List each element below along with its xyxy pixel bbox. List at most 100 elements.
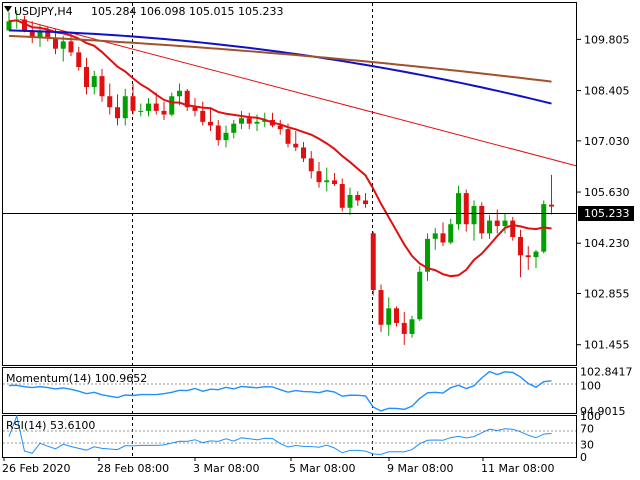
candle-body bbox=[533, 251, 539, 258]
momentum-tick-label: 94.9015 bbox=[580, 405, 626, 418]
candle-body bbox=[254, 121, 260, 124]
rsi-tick-label: 70 bbox=[580, 422, 594, 435]
candle-body bbox=[308, 158, 314, 172]
candle-body bbox=[246, 118, 252, 124]
candle-body bbox=[231, 123, 237, 133]
price-tick-label: 108.405 bbox=[584, 85, 630, 98]
price-axis: 109.805 108.405 107.030 105.630 104.230 102.8… bbox=[577, 33, 630, 352]
rsi-tick-label: 0 bbox=[580, 451, 587, 464]
candle-body bbox=[215, 125, 221, 141]
time-tick-label: 26 Feb 2020 bbox=[2, 462, 70, 475]
candle-body bbox=[223, 132, 229, 141]
candle-body bbox=[409, 319, 415, 334]
rsi-label: RSI(14) 53.6100 bbox=[6, 419, 95, 432]
price-tick-label: 109.805 bbox=[584, 33, 630, 46]
candle-body bbox=[200, 110, 206, 122]
candle-body bbox=[192, 107, 198, 111]
price-tick-label: 107.030 bbox=[584, 135, 630, 148]
time-tick-label: 9 Mar 08:00 bbox=[387, 462, 453, 475]
time-tick-label: 28 Feb 08:00 bbox=[97, 462, 169, 475]
candle-body bbox=[471, 205, 477, 225]
candle-body bbox=[76, 52, 82, 67]
trendline[interactable] bbox=[19, 18, 577, 167]
candle-body bbox=[370, 233, 376, 291]
momentum-panel[interactable] bbox=[2, 367, 577, 414]
current-price-box bbox=[578, 206, 634, 221]
candle-body bbox=[432, 233, 438, 239]
candle-body bbox=[355, 194, 361, 201]
candle-body bbox=[53, 37, 58, 49]
candle-body bbox=[525, 255, 531, 258]
candle-body bbox=[262, 120, 268, 122]
candle-body bbox=[417, 271, 423, 320]
candle-body bbox=[425, 238, 430, 272]
candle-body bbox=[239, 118, 244, 124]
candle-body bbox=[301, 147, 306, 159]
candle-body bbox=[153, 103, 159, 111]
price-plot-area[interactable] bbox=[6, 10, 577, 345]
time-tick-label: 3 Mar 08:00 bbox=[193, 462, 259, 475]
rsi-panel[interactable] bbox=[2, 415, 577, 458]
candle-body bbox=[363, 200, 368, 205]
candle-body bbox=[138, 110, 144, 112]
fast-moving-average-line bbox=[8, 19, 552, 278]
candle-body bbox=[29, 30, 35, 38]
candle-body bbox=[130, 96, 136, 111]
candle-body bbox=[378, 290, 384, 325]
momentum-tick-label: 100 bbox=[580, 380, 601, 393]
candle-body bbox=[22, 19, 27, 31]
candle-body bbox=[99, 76, 105, 97]
candle-body bbox=[208, 121, 213, 126]
candle-body bbox=[177, 90, 182, 97]
candle-body bbox=[394, 308, 399, 323]
candle-body bbox=[463, 193, 469, 225]
candle-body bbox=[68, 41, 74, 53]
time-tick-label: 5 Mar 08:00 bbox=[289, 462, 355, 475]
momentum-line bbox=[8, 370, 552, 412]
rsi-tick-label: 30 bbox=[580, 439, 594, 452]
candle-body bbox=[332, 180, 337, 184]
candle-body bbox=[448, 224, 454, 243]
momentum-tick-label: 102.8417 bbox=[580, 365, 633, 378]
candle-body bbox=[347, 194, 353, 208]
candle-body bbox=[6, 21, 12, 31]
candle-body bbox=[169, 96, 175, 115]
candle-body bbox=[456, 193, 461, 225]
candle-body bbox=[502, 220, 508, 227]
ohlc-values: 105.284 106.098 105.015 105.233 bbox=[91, 5, 283, 18]
time-tick-label: 11 Mar 08:00 bbox=[481, 462, 554, 475]
candle-body bbox=[487, 220, 492, 234]
candle-body bbox=[122, 96, 128, 119]
candle-body bbox=[494, 220, 500, 227]
dropdown-triangle-icon[interactable] bbox=[4, 6, 12, 12]
candle-body bbox=[316, 171, 322, 183]
candle-body bbox=[339, 184, 345, 208]
candle-body bbox=[324, 180, 330, 183]
candle-body bbox=[285, 129, 291, 144]
candle-body bbox=[479, 205, 485, 234]
slow-moving-average-brown-line bbox=[8, 34, 552, 83]
candle-body bbox=[184, 90, 190, 108]
candle-body bbox=[510, 220, 516, 238]
candle-body bbox=[91, 76, 97, 88]
momentum-axis: 102.8417 100 94.9015 bbox=[580, 365, 633, 418]
candle-body bbox=[115, 107, 120, 119]
candle-body bbox=[401, 322, 407, 334]
time-axis: 26 Feb 2020 28 Feb 08:00 3 Mar 08:00 5 Mar … bbox=[2, 457, 554, 475]
candle-body bbox=[518, 237, 523, 256]
candle-body bbox=[549, 204, 554, 207]
candle-body bbox=[84, 66, 89, 88]
price-tick-label: 101.455 bbox=[584, 339, 630, 352]
symbol-label: USDJPY,H4 bbox=[14, 5, 73, 18]
price-tick-label: 105.630 bbox=[584, 186, 630, 199]
candle-body bbox=[146, 103, 151, 111]
current-price-label: 105.233 bbox=[584, 207, 630, 220]
rsi-tick-label: 100 bbox=[580, 410, 601, 423]
main-price-panel[interactable] bbox=[2, 2, 577, 366]
momentum-label: Momentum(14) 100.9652 bbox=[6, 372, 147, 385]
price-tick-label: 104.230 bbox=[584, 237, 630, 250]
candle-body bbox=[161, 110, 167, 115]
candle-body bbox=[277, 125, 283, 130]
